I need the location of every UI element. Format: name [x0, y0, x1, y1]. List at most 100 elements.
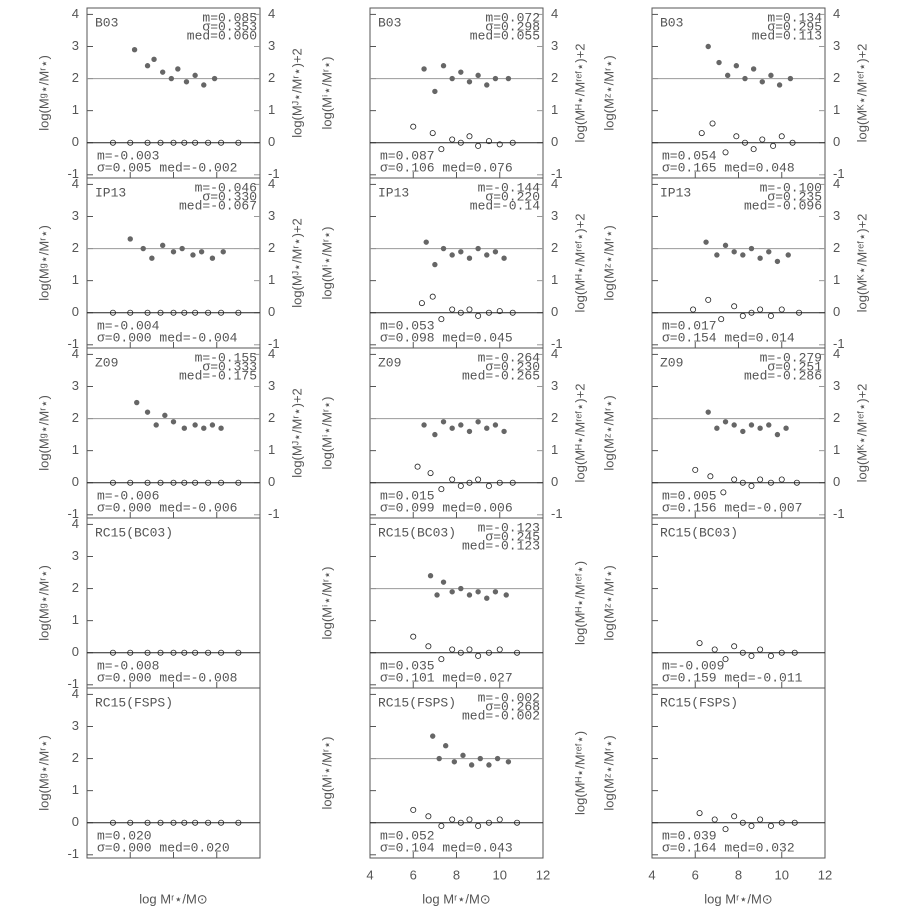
- filled-point: [440, 245, 447, 252]
- y2-tick-label: 2: [268, 70, 275, 85]
- open-point: [514, 819, 521, 826]
- filled-point: [466, 255, 473, 261]
- y-tick-label: 1: [72, 272, 79, 287]
- filled-point: [458, 249, 464, 255]
- filled-point: [458, 422, 464, 428]
- filled-point: [724, 72, 731, 79]
- open-point: [157, 309, 164, 316]
- open-point: [144, 139, 151, 146]
- y2-tick-label: 3: [551, 38, 558, 53]
- open-point: [127, 309, 134, 316]
- filled-point: [440, 63, 447, 69]
- open-point: [449, 306, 456, 313]
- open-point: [205, 139, 212, 146]
- open-point: [705, 296, 712, 303]
- stats-top: med=-0.286: [744, 368, 822, 383]
- y2-tick-label: -1: [268, 336, 280, 351]
- open-point: [767, 822, 774, 829]
- stats-top: m=-0.046: [195, 180, 257, 195]
- stats-top: m=0.072: [485, 10, 540, 25]
- x-tick-label: 12: [536, 867, 550, 882]
- x-axis-label: log Mʳ⋆/M⊙: [139, 891, 207, 906]
- x-tick-label: 10: [493, 867, 507, 882]
- open-point: [748, 822, 755, 829]
- y-tick-label: -1: [67, 336, 79, 351]
- filled-point: [757, 255, 763, 261]
- panel-label: B03: [660, 15, 683, 30]
- stats-top: med=-0.067: [179, 198, 257, 213]
- filled-point: [766, 422, 772, 428]
- panel-label: RC15(BC03): [660, 525, 738, 540]
- open-point: [457, 139, 464, 146]
- stats-top: med=0.113: [752, 28, 822, 43]
- filled-point: [432, 261, 438, 268]
- open-point: [496, 479, 503, 486]
- y-tick-label: 2: [72, 410, 79, 425]
- filled-point: [432, 431, 438, 438]
- panel-label: RC15(BC03): [95, 525, 173, 540]
- filled-point: [460, 752, 466, 759]
- filled-point: [750, 66, 757, 72]
- open-point: [466, 816, 473, 823]
- y-tick-label: 0: [72, 644, 79, 659]
- y2-tick-label: 2: [268, 240, 275, 255]
- open-point: [733, 133, 740, 140]
- filled-point: [209, 422, 216, 428]
- filled-point: [787, 75, 794, 82]
- open-point: [466, 306, 473, 313]
- y-tick-label: 2: [72, 750, 79, 765]
- filled-point: [140, 245, 146, 252]
- panel-label: IP13: [378, 185, 409, 200]
- stats-top: σ=0.330: [202, 189, 257, 204]
- filled-point: [742, 75, 748, 82]
- y-axis-label: log(Mⁱ⋆/Mʳ⋆): [319, 227, 334, 300]
- panel-label: IP13: [95, 185, 126, 200]
- open-point: [690, 306, 697, 313]
- x-axis-label: log Mʳ⋆/M⊙: [704, 891, 772, 906]
- y2-tick-label: 4: [833, 6, 840, 21]
- open-point: [192, 309, 199, 316]
- open-point: [427, 470, 434, 477]
- filled-point: [127, 236, 133, 242]
- panel-label: RC15(FSPS): [378, 695, 456, 710]
- y-tick-label: 4: [72, 516, 79, 531]
- stats-bottom: σ=0.000 med=0.020: [97, 840, 230, 855]
- filled-point: [505, 75, 512, 82]
- stats-top: σ=0.333: [202, 359, 257, 374]
- open-point: [767, 312, 774, 319]
- y2-tick-label: 3: [833, 38, 840, 53]
- y2-tick-label: 0: [833, 474, 840, 489]
- stats-top: m=-0.155: [195, 350, 257, 365]
- open-point: [485, 819, 492, 826]
- open-point: [181, 479, 188, 486]
- filled-point: [168, 75, 175, 82]
- y2-tick-label: 1: [551, 102, 558, 117]
- x-tick-label: 4: [648, 867, 655, 882]
- filled-point: [705, 43, 711, 50]
- open-point: [778, 133, 785, 140]
- filled-point: [458, 585, 464, 592]
- filled-point: [449, 75, 455, 82]
- open-point: [418, 300, 425, 307]
- filled-point: [151, 56, 157, 63]
- y2-tick-label: -1: [551, 166, 563, 181]
- panel-label: RC15(FSPS): [95, 695, 173, 710]
- stats-bottom: m=0.053: [380, 318, 435, 333]
- y2-tick-label: 1: [551, 442, 558, 457]
- y-tick-label: 0: [72, 814, 79, 829]
- filled-point: [731, 249, 737, 255]
- stats-top: m=-0.100: [760, 180, 822, 195]
- stats-top: med=-0.096: [744, 198, 822, 213]
- filled-point: [218, 425, 224, 431]
- filled-point: [759, 79, 765, 85]
- filled-point: [198, 249, 205, 255]
- filled-point: [475, 245, 481, 252]
- open-point: [466, 479, 473, 486]
- filled-point: [475, 589, 481, 595]
- y-axis-label: log(Mⁱ⋆/Mʳ⋆): [319, 57, 334, 130]
- filled-point: [466, 79, 473, 85]
- open-point: [425, 643, 432, 650]
- y2-axis-label: log(Mᴴ⋆/Mʳᵉᶠ⋆)+2: [572, 44, 587, 143]
- open-point: [731, 303, 738, 310]
